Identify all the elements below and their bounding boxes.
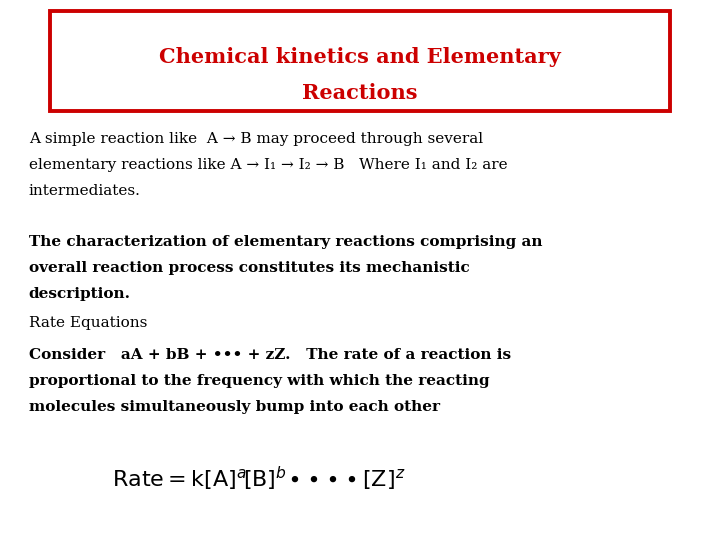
Text: overall reaction process constitutes its mechanistic: overall reaction process constitutes its… [29, 261, 469, 275]
Text: Chemical kinetics and Elementary: Chemical kinetics and Elementary [159, 46, 561, 67]
FancyBboxPatch shape [50, 11, 670, 111]
Text: $\mathrm{Rate = k}\left[\mathrm{A}\right]^{a}\!\left[\mathrm{B}\right]^{b}\!\bul: $\mathrm{Rate = k}\left[\mathrm{A}\right… [112, 465, 406, 493]
Text: Consider   aA + bB + ••• + zZ.   The rate of a reaction is: Consider aA + bB + ••• + zZ. The rate of… [29, 348, 511, 362]
Text: proportional to the frequency with which the reacting: proportional to the frequency with which… [29, 374, 490, 388]
Text: elementary reactions like A → I₁ → I₂ → B   Where I₁ and I₂ are: elementary reactions like A → I₁ → I₂ → … [29, 158, 508, 172]
Text: The characterization of elementary reactions comprising an: The characterization of elementary react… [29, 235, 542, 249]
Text: Reactions: Reactions [302, 83, 418, 103]
Text: A simple reaction like  A → B may proceed through several: A simple reaction like A → B may proceed… [29, 132, 483, 146]
Text: description.: description. [29, 287, 131, 301]
Text: intermediates.: intermediates. [29, 184, 140, 198]
Text: molecules simultaneously bump into each other: molecules simultaneously bump into each … [29, 400, 440, 414]
Text: Rate Equations: Rate Equations [29, 316, 147, 330]
